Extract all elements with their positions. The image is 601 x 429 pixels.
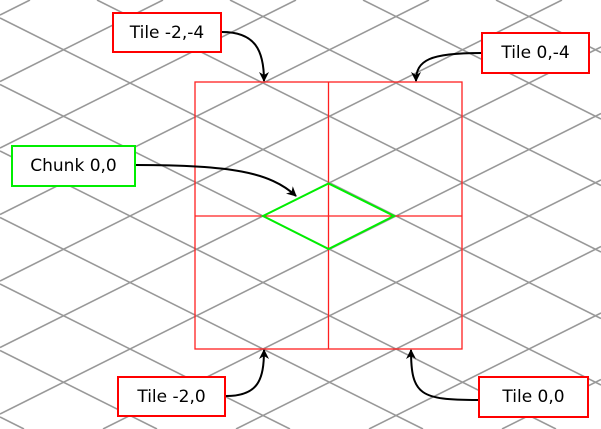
grid-line	[0, 150, 557, 429]
arrow-tile-0-m4	[411, 52, 482, 82]
arrow-tile-m2-0	[225, 349, 269, 397]
arrow-tile-0-0	[406, 349, 479, 401]
grid-line	[0, 283, 291, 429]
label-tile-m2-0: Tile -2,0	[117, 376, 226, 417]
grid-line	[0, 0, 563, 282]
label-tile-m2-m4: Tile -2,-4	[112, 12, 222, 53]
grid-line	[0, 0, 31, 16]
grid-line	[0, 17, 601, 320]
arrow-tile-m2-m4	[221, 31, 269, 82]
grid-line	[235, 245, 601, 429]
chunk-diamond	[260, 182, 397, 251]
tile-bounds	[194, 81, 463, 350]
grid-line	[229, 0, 601, 187]
grid-line	[0, 216, 424, 429]
grid-line	[368, 312, 601, 429]
grid-line	[0, 112, 601, 415]
grid-line	[0, 0, 297, 149]
grid-line	[0, 416, 25, 429]
label-tile-0-0: Tile 0,0	[478, 376, 589, 418]
label-tile-0-m4: Tile 0,-4	[481, 32, 590, 74]
arrow-chunk-0-0	[135, 164, 297, 197]
label-chunk-0-0: Chunk 0,0	[11, 145, 136, 187]
